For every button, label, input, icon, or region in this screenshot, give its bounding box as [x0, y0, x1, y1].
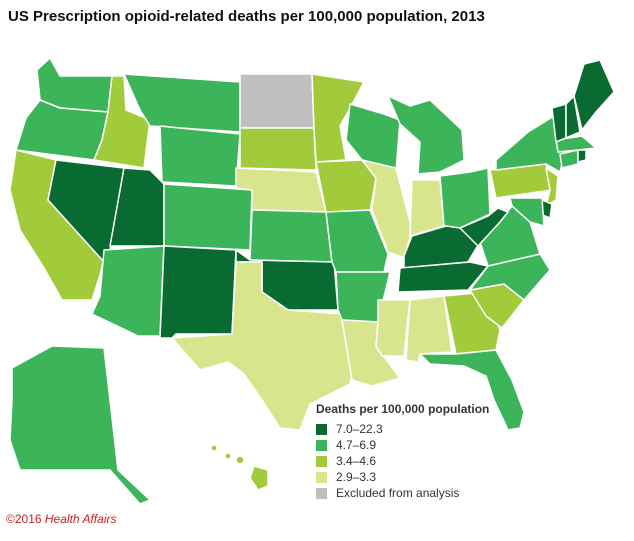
legend: Deaths per 100,000 population 7.0–22.3 4… — [316, 402, 489, 501]
state-il — [361, 159, 413, 259]
state-ma — [555, 135, 597, 153]
state-az — [91, 245, 165, 337]
state-nm — [159, 245, 237, 339]
map-title: US Prescription opioid-related deaths pe… — [8, 8, 485, 25]
state-hi-island — [224, 452, 232, 460]
state-ks — [249, 209, 333, 263]
state-mn — [311, 73, 365, 163]
state-al — [405, 295, 453, 363]
credit-year: ©2016 — [6, 512, 42, 526]
state-ms — [375, 299, 411, 357]
credit: ©2016 Health Affairs — [6, 512, 116, 526]
legend-swatch — [316, 487, 327, 499]
legend-item-mid-high: 4.7–6.9 — [316, 437, 489, 453]
legend-swatch — [316, 455, 327, 467]
legend-swatch — [316, 423, 327, 435]
state-mi — [387, 95, 465, 175]
state-nd — [239, 73, 315, 129]
state-ct — [559, 149, 579, 169]
legend-item-excluded: Excluded from analysis — [316, 485, 489, 501]
state-ia — [315, 159, 377, 213]
legend-title: Deaths per 100,000 population — [316, 402, 490, 416]
state-id — [93, 75, 151, 169]
state-wv — [459, 207, 509, 247]
legend-label: 2.9–3.3 — [336, 470, 377, 484]
credit-source: Health Affairs — [44, 512, 117, 526]
state-tn — [397, 261, 489, 293]
state-hi — [249, 465, 269, 491]
legend-label: 4.7–6.9 — [336, 438, 377, 452]
state-co — [163, 183, 253, 251]
state-tx — [171, 261, 357, 431]
legend-item-mid-low: 3.4–4.6 — [316, 453, 489, 469]
state-ak — [9, 345, 151, 505]
legend-item-high: 7.0–22.3 — [316, 421, 489, 437]
state-md — [509, 197, 545, 227]
legend-label: Excluded from analysis — [336, 486, 460, 500]
legend-swatch — [316, 439, 327, 451]
state-me — [573, 59, 615, 131]
state-ri — [577, 149, 587, 163]
state-sd — [239, 127, 317, 171]
state-hi-island — [210, 444, 218, 452]
state-nh — [565, 95, 581, 139]
legend-swatch — [316, 471, 327, 483]
legend-label: 3.4–4.6 — [336, 454, 377, 468]
legend-item-low: 2.9–3.3 — [316, 469, 489, 485]
state-fl — [419, 349, 525, 431]
state-hi-island — [235, 455, 245, 465]
legend-label: 7.0–22.3 — [336, 422, 383, 436]
state-wy — [159, 125, 241, 187]
